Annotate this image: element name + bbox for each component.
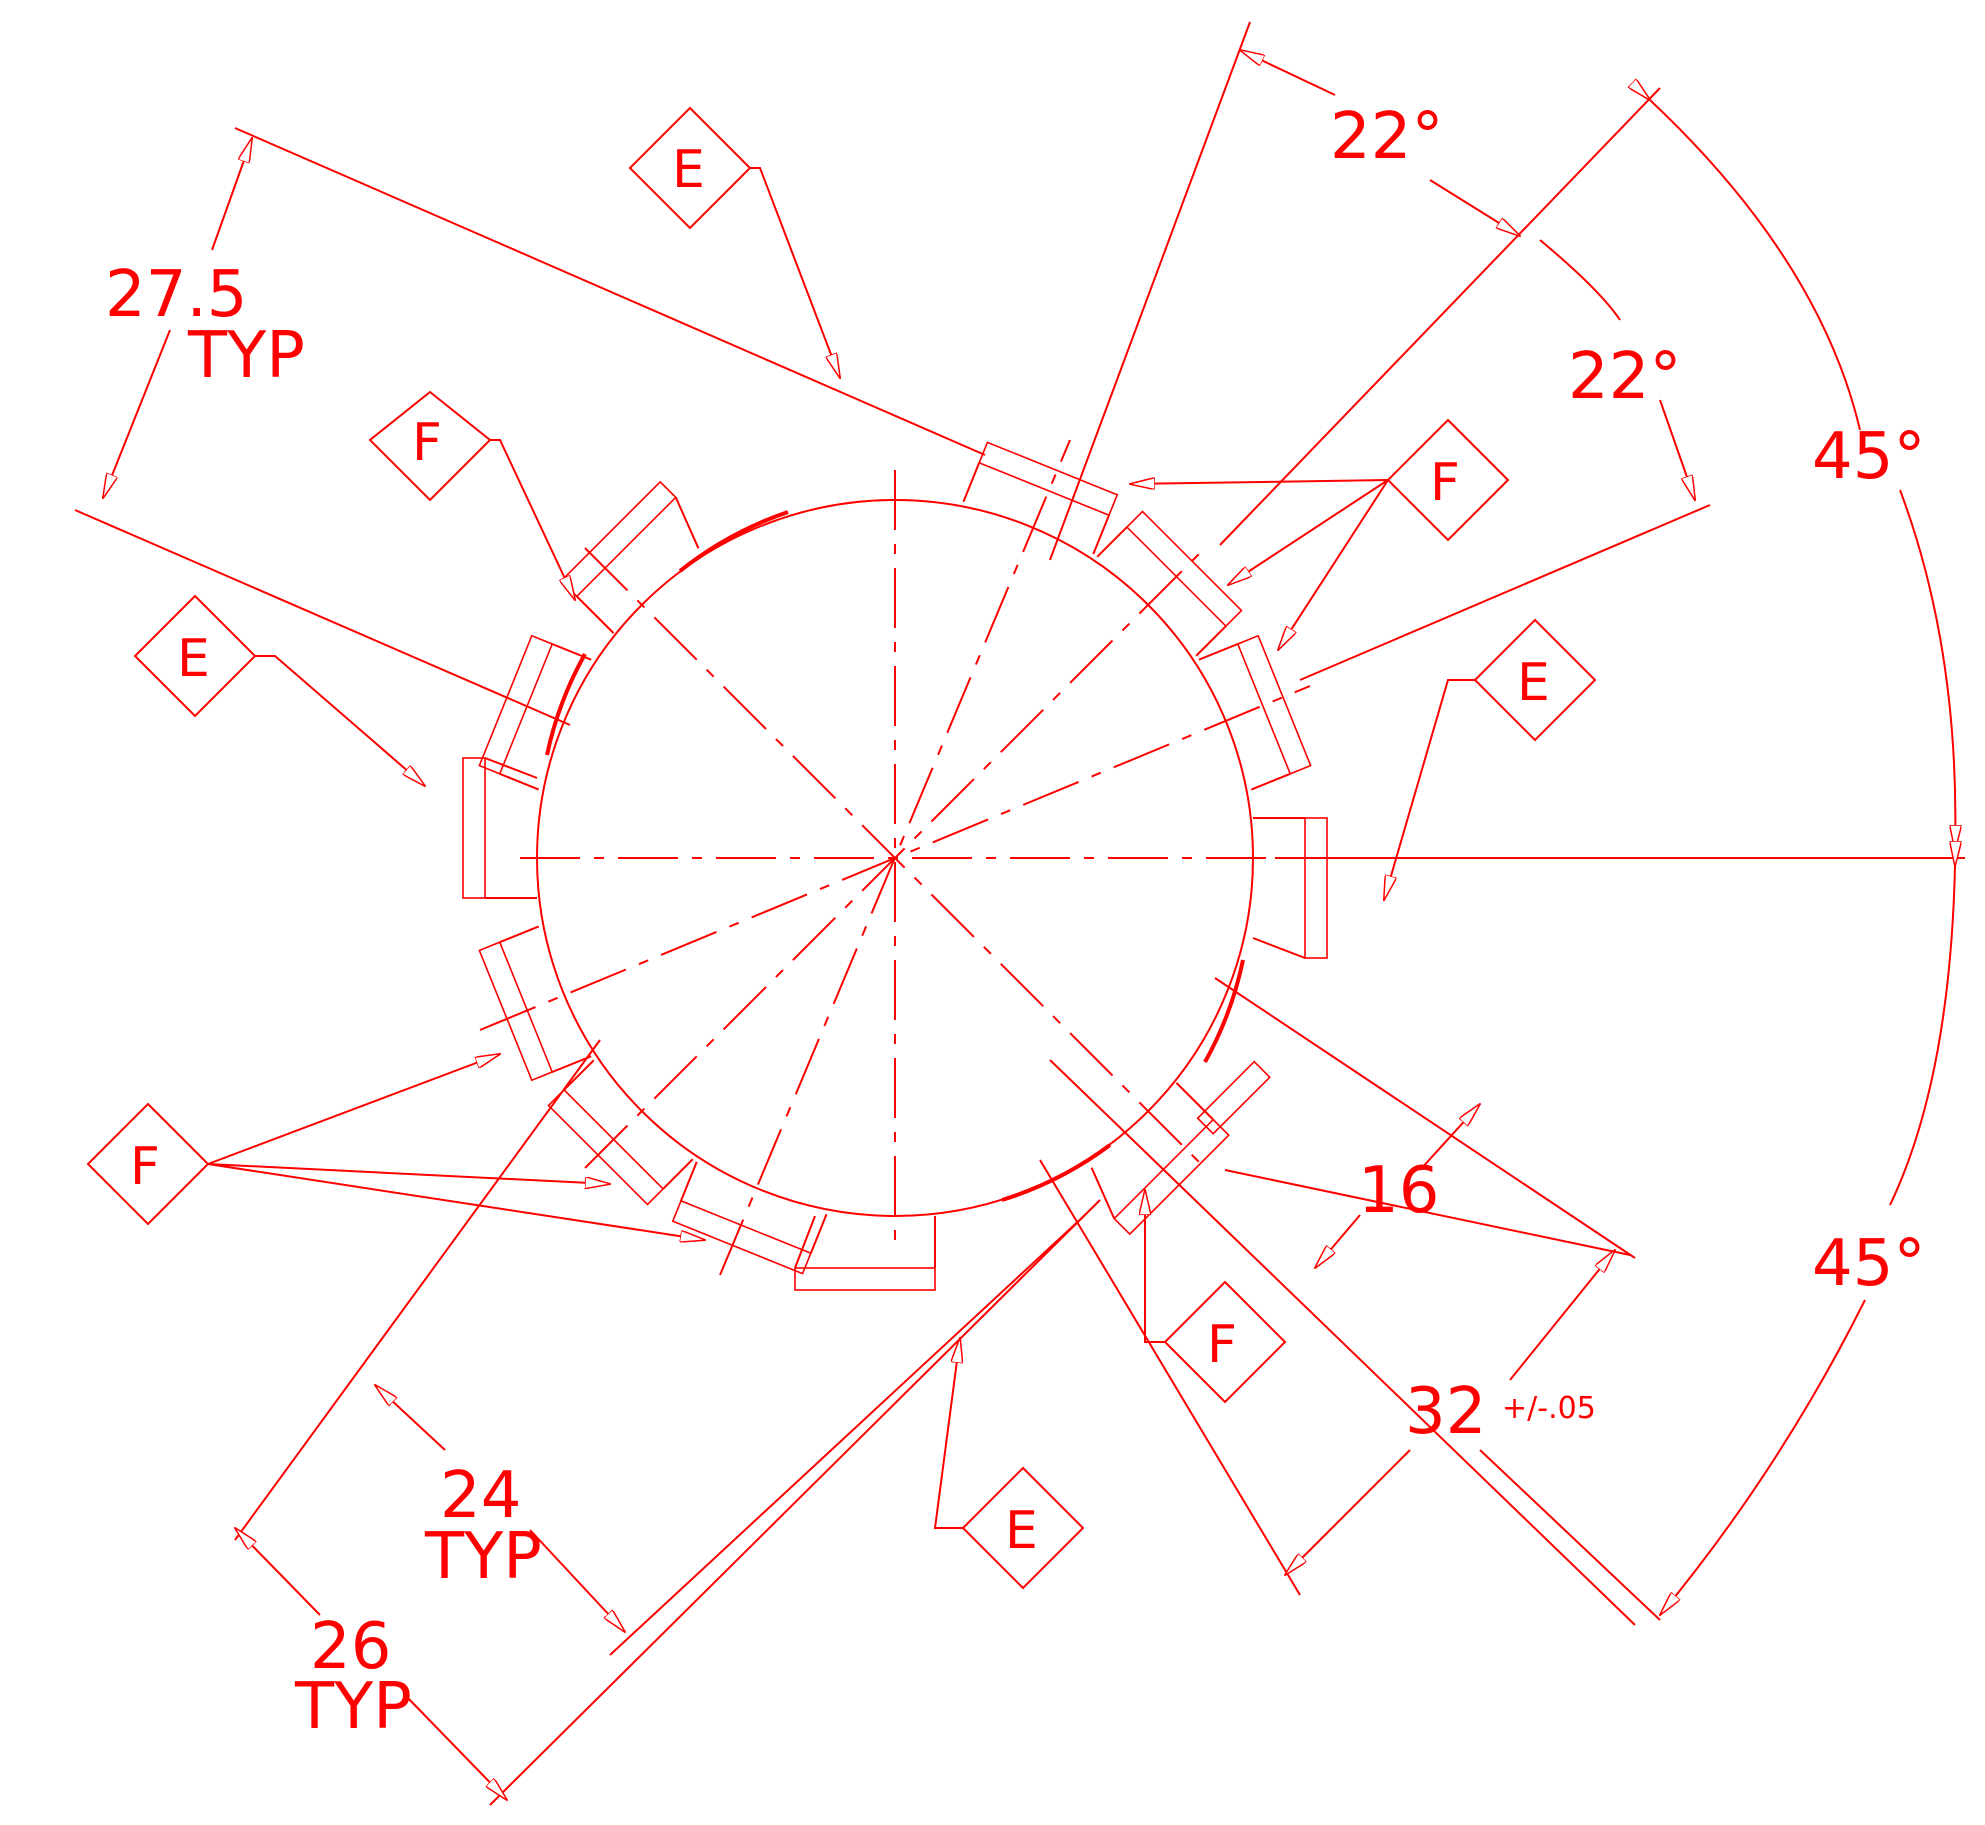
callout-e-left: E bbox=[133, 594, 425, 786]
outline-arc-right bbox=[1203, 959, 1245, 1063]
callout-e-bottom: E bbox=[933, 1338, 1085, 1590]
outline-arc-bottom bbox=[1001, 1143, 1112, 1202]
svg-text:E: E bbox=[177, 629, 210, 689]
fin-right bbox=[1252, 817, 1328, 959]
callout-f-upper-right: F bbox=[1130, 418, 1510, 650]
main-body bbox=[479, 439, 1311, 1276]
fin-f-upper-1 bbox=[962, 441, 1119, 555]
dim-32-tolerance: +/-.05 bbox=[1502, 1391, 1596, 1426]
dimension-lines bbox=[74, 21, 1965, 1806]
svg-text:F: F bbox=[1207, 1315, 1237, 1375]
dim-32: 32 bbox=[1405, 1375, 1486, 1449]
dim-26-typ: TYP bbox=[294, 1670, 412, 1744]
fin-f-lower-3 bbox=[671, 1161, 828, 1275]
centerline-22-b bbox=[479, 685, 1311, 1031]
dimension-labels: 22° 22° 45° 45° 27.5 TYP 16 32 +/-.05 24… bbox=[105, 100, 1925, 1744]
svg-text:F: F bbox=[1430, 453, 1460, 513]
svg-text:E: E bbox=[672, 140, 705, 200]
fin-f-right-lower bbox=[1196, 1060, 1271, 1135]
callout-e-right: E bbox=[1384, 618, 1597, 900]
fin-f-lower-2 bbox=[547, 1059, 694, 1206]
callout-e-top: E bbox=[628, 106, 840, 378]
dim-22-second: 22° bbox=[1568, 340, 1681, 414]
dim-27-5-typ: TYP bbox=[187, 319, 305, 393]
dim-16: 16 bbox=[1358, 1154, 1439, 1228]
svg-text:F: F bbox=[412, 413, 442, 473]
svg-text:E: E bbox=[1005, 1501, 1038, 1561]
dim-45-upper: 45° bbox=[1812, 420, 1925, 494]
svg-text:E: E bbox=[1517, 653, 1550, 713]
fins bbox=[462, 426, 1328, 1291]
dim-45-lower: 45° bbox=[1812, 1227, 1925, 1301]
fin-f-lower-1 bbox=[478, 925, 592, 1082]
dim-24-typ: TYP bbox=[424, 1520, 542, 1594]
fin-bottom bbox=[794, 1215, 936, 1291]
fin-f-upper-3 bbox=[1198, 634, 1312, 791]
fin-f-upper-2 bbox=[1096, 510, 1243, 657]
dim-22-top: 22° bbox=[1330, 100, 1443, 174]
svg-text:F: F bbox=[130, 1137, 160, 1197]
dim-24: 24 bbox=[440, 1459, 521, 1533]
callout-f-lower-right: F bbox=[1145, 1190, 1287, 1404]
dim-27-5: 27.5 bbox=[105, 258, 248, 332]
centerline-22-a bbox=[719, 439, 1071, 1276]
outline-arc-left bbox=[545, 653, 587, 756]
outline-arc-top bbox=[678, 510, 789, 573]
fin-top bbox=[835, 426, 875, 448]
callout-f-lower-left: F bbox=[86, 1054, 705, 1240]
dim-26: 26 bbox=[310, 1610, 391, 1684]
fin-f-left bbox=[478, 634, 592, 791]
callout-f-upper-left: F bbox=[368, 390, 575, 600]
fin-left bbox=[462, 757, 538, 899]
callouts: E F F E E F bbox=[86, 106, 1597, 1590]
